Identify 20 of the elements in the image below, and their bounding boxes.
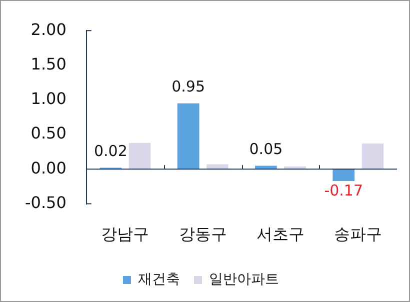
data-label: 0.02 xyxy=(94,142,128,160)
x-tick-label: 송파구 xyxy=(334,224,382,244)
y-tick-label: 0.50 xyxy=(30,124,66,143)
y-tick-label: 1.00 xyxy=(30,89,66,108)
x-tick-label: 강남구 xyxy=(101,224,150,244)
data-label: -0.17 xyxy=(324,181,364,200)
bar xyxy=(128,142,151,170)
x-tick-label: 서초구 xyxy=(256,224,305,244)
data-label: 0.95 xyxy=(172,78,206,96)
legend-label: 재건축 xyxy=(138,272,180,288)
y-tick-label: -0.50 xyxy=(24,192,66,212)
bar xyxy=(362,144,384,170)
data-label: 0.05 xyxy=(249,140,283,158)
legend-label: 일반아파트 xyxy=(209,272,279,288)
y-tick-label: 0.00 xyxy=(30,158,66,178)
x-tick-label: 강동구 xyxy=(178,224,227,244)
bar xyxy=(177,103,200,170)
y-tick-label: 2.00 xyxy=(30,20,66,39)
y-tick-label: 1.50 xyxy=(30,54,66,74)
bar xyxy=(332,169,355,181)
